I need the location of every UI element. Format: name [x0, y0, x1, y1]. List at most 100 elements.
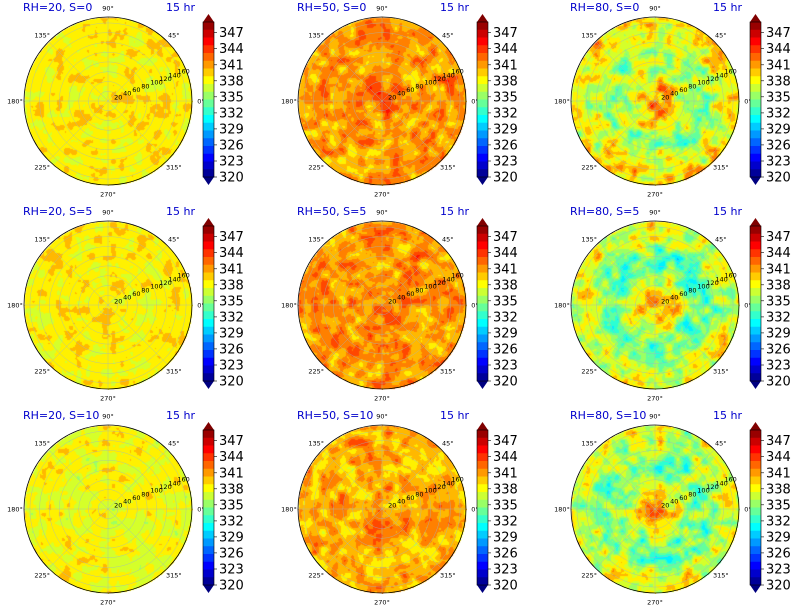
- colorbar-extend-max: [477, 422, 488, 430]
- radial-tick-label: 40: [123, 90, 131, 98]
- colorbar-tick-label: 326: [766, 546, 791, 561]
- colorbar-2: [476, 14, 489, 185]
- angle-tick-label: 180°: [281, 506, 297, 514]
- radial-tick-label: 40: [670, 294, 678, 302]
- polar-grid-6: [570, 220, 740, 390]
- colorbar-tick-label: 335: [219, 294, 244, 309]
- colorbar-tick-label: 338: [766, 278, 791, 293]
- angle-tick-label: 0°: [197, 98, 204, 106]
- colorbar-tick-label: 335: [493, 498, 518, 513]
- colorbar-tick-label: 335: [493, 90, 518, 105]
- polar-grid-9: [570, 424, 740, 594]
- radial-tick-label: 100: [697, 283, 709, 291]
- radial-tick-label: 160: [724, 272, 736, 280]
- polar-rim: [570, 16, 740, 186]
- colorbar-tick-label: 320: [493, 579, 518, 594]
- colorbar-extend-min: [477, 585, 488, 593]
- colorbar-tick-label: 323: [493, 563, 518, 578]
- colorbar-tick-label: 323: [219, 155, 244, 170]
- angle-tick-label: 315°: [166, 163, 182, 171]
- colorbar-tick-label: 344: [493, 42, 518, 57]
- angle-tick-label: 315°: [440, 163, 456, 171]
- colorbar-extend-min: [750, 177, 761, 185]
- colorbar-tick-label: 326: [493, 342, 518, 357]
- angle-tick-label: 225°: [34, 367, 50, 375]
- angle-tick-label: 270°: [100, 191, 116, 199]
- colorbar-tick-label: 332: [766, 310, 791, 325]
- angle-tick-label: 270°: [647, 599, 663, 607]
- radial-tick-label: 100: [150, 283, 162, 291]
- angle-tick-label: 135°: [308, 32, 324, 40]
- angle-tick-label: 90°: [649, 209, 661, 217]
- colorbar-extend-min: [203, 381, 214, 389]
- colorbar-tick-label: 341: [493, 58, 518, 73]
- colorbar-tick-label: 347: [219, 26, 244, 41]
- radial-tick-label: 100: [424, 487, 436, 495]
- panel-title: RH=20, S=10: [23, 409, 100, 422]
- radial-tick-label: 100: [697, 487, 709, 495]
- colorbar-tick-label: 329: [493, 326, 518, 341]
- radial-tick-label: 60: [679, 494, 687, 502]
- angle-tick-label: 135°: [34, 236, 50, 244]
- colorbar-tick-label: 329: [493, 530, 518, 545]
- colorbar-extend-min: [203, 585, 214, 593]
- radial-tick-label: 120: [433, 75, 445, 83]
- radial-tick-label: 20: [388, 501, 396, 509]
- colorbar-tick-label: 347: [766, 230, 791, 245]
- radial-tick-label: 120: [706, 75, 718, 83]
- angle-tick-label: 180°: [281, 302, 297, 310]
- angle-tick-label: 270°: [100, 599, 116, 607]
- radial-tick-label: 160: [177, 476, 189, 484]
- colorbar-tick-label: 338: [219, 278, 244, 293]
- radial-tick-label: 60: [132, 86, 140, 94]
- colorbar-extend-min: [203, 177, 214, 185]
- radial-tick-label: 160: [724, 68, 736, 76]
- panel-title: RH=50, S=5: [297, 205, 367, 218]
- angle-tick-label: 45°: [168, 440, 180, 448]
- angle-tick-label: 90°: [102, 413, 114, 421]
- angle-tick-label: 180°: [554, 302, 570, 310]
- polar-rim: [297, 16, 467, 186]
- radial-tick-label: 20: [661, 501, 669, 509]
- colorbar-tick-label: 326: [766, 138, 791, 153]
- angle-tick-label: 0°: [471, 98, 478, 106]
- radial-tick-label: 140: [442, 479, 454, 487]
- colorbar-extend-max: [750, 218, 761, 226]
- polar-grid-4: [23, 220, 193, 390]
- colorbar-tick-label: 338: [493, 74, 518, 89]
- radial-tick-label: 120: [159, 75, 171, 83]
- colorbar-tick-label: 344: [766, 42, 791, 57]
- colorbar-extend-min: [477, 381, 488, 389]
- angle-tick-label: 90°: [376, 209, 388, 217]
- angle-tick-label: 45°: [715, 32, 727, 40]
- angle-tick-label: 90°: [102, 209, 114, 217]
- angle-tick-label: 315°: [713, 571, 729, 579]
- colorbar-tick-label: 320: [493, 375, 518, 390]
- colorbar-tick-label: 323: [766, 359, 791, 374]
- radial-tick-label: 40: [397, 294, 405, 302]
- colorbar-tick-label: 347: [493, 26, 518, 41]
- colorbar-tick-label: 347: [493, 230, 518, 245]
- radial-tick-label: 60: [406, 86, 414, 94]
- radial-tick-label: 20: [661, 93, 669, 101]
- angle-tick-label: 135°: [34, 32, 50, 40]
- angle-tick-label: 270°: [100, 395, 116, 403]
- angle-tick-label: 225°: [308, 571, 324, 579]
- colorbar-tick-label: 332: [219, 106, 244, 121]
- radial-tick-label: 60: [679, 86, 687, 94]
- radial-tick-label: 20: [114, 93, 122, 101]
- angle-tick-label: 0°: [197, 506, 204, 514]
- angle-tick-label: 180°: [554, 506, 570, 514]
- radial-tick-label: 20: [114, 297, 122, 305]
- colorbar-4: [202, 218, 215, 389]
- angle-tick-label: 45°: [442, 440, 454, 448]
- colorbar-extend-max: [750, 422, 761, 430]
- angle-tick-label: 315°: [713, 367, 729, 375]
- colorbar-tick-label: 338: [493, 278, 518, 293]
- colorbar-extend-min: [750, 585, 761, 593]
- angle-tick-label: 270°: [647, 395, 663, 403]
- colorbar-tick-label: 332: [766, 106, 791, 121]
- radial-tick-label: 20: [388, 93, 396, 101]
- radial-tick-label: 80: [415, 286, 423, 294]
- angle-tick-label: 270°: [374, 395, 390, 403]
